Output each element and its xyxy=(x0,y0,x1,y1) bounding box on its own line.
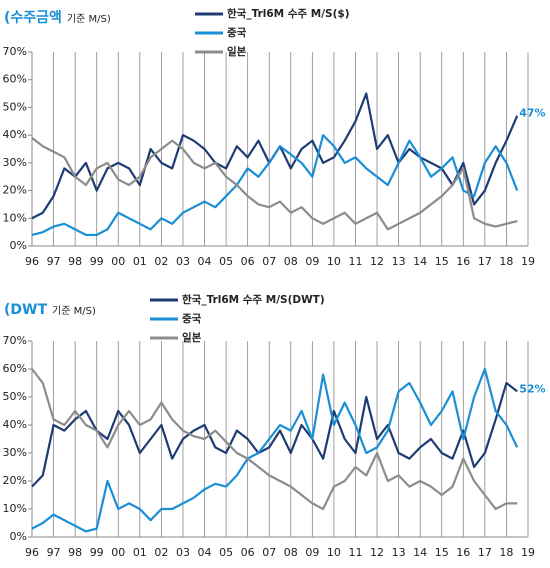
x-tick-label: 14 xyxy=(413,255,427,268)
y-tick-label: 10% xyxy=(3,502,27,515)
x-tick-label: 18 xyxy=(499,255,513,268)
x-tick-label: 01 xyxy=(133,546,147,559)
x-tick-label: 08 xyxy=(284,255,298,268)
y-tick-label: 20% xyxy=(3,184,27,197)
x-tick-label: 99 xyxy=(90,255,104,268)
x-tick-label: 06 xyxy=(241,546,255,559)
legend-label: 중국 xyxy=(227,27,247,39)
x-tick-label: 07 xyxy=(262,546,276,559)
y-tick-label: 40% xyxy=(3,418,27,431)
series-line xyxy=(31,368,518,511)
x-tick-label: 16 xyxy=(456,546,470,559)
y-tick-label: 0% xyxy=(10,530,27,543)
x-tick-label: 04 xyxy=(198,255,212,268)
y-tick-label: 50% xyxy=(3,100,27,113)
x-tick-label: 08 xyxy=(284,546,298,559)
y-tick-label: 0% xyxy=(10,239,27,252)
chart-subtitle: 기준 M/S) xyxy=(52,305,96,317)
x-tick-label: 96 xyxy=(25,546,39,559)
x-tick-label: 98 xyxy=(68,255,82,268)
x-tick-label: 02 xyxy=(154,255,168,268)
x-tick-label: 01 xyxy=(133,255,147,268)
x-tick-label: 02 xyxy=(154,546,168,559)
x-tick-label: 11 xyxy=(348,255,362,268)
x-tick-label: 98 xyxy=(68,546,82,559)
y-tick-label: 20% xyxy=(3,474,27,487)
x-tick-label: 17 xyxy=(478,255,492,268)
legend-label: 한국_Trl6M 수주 M/S($) xyxy=(227,7,350,20)
y-tick-label: 30% xyxy=(3,446,27,459)
legend-label: 일본 xyxy=(182,331,202,344)
x-tick-label: 10 xyxy=(327,255,341,268)
series-line xyxy=(31,137,518,231)
legend-label: 일본 xyxy=(227,45,247,58)
x-tick-label: 11 xyxy=(348,546,362,559)
annotation: 47% xyxy=(519,107,545,120)
x-tick-label: 14 xyxy=(413,546,427,559)
chart-subtitle: 기준 M/S) xyxy=(67,13,111,25)
x-tick-label: 96 xyxy=(25,255,39,268)
legend-label: 한국_Trl6M 수주 M/S(DWT) xyxy=(182,293,325,306)
y-tick-label: 10% xyxy=(3,211,27,224)
x-tick-label: 05 xyxy=(219,255,233,268)
y-tick-label: 60% xyxy=(3,362,27,375)
x-tick-label: 13 xyxy=(392,255,406,268)
series-line xyxy=(31,367,519,533)
chart-title: (DWT xyxy=(4,302,47,318)
x-tick-label: 04 xyxy=(198,546,212,559)
x-tick-label: 12 xyxy=(370,546,384,559)
x-tick-label: 07 xyxy=(262,255,276,268)
x-tick-label: 12 xyxy=(370,255,384,268)
x-tick-label: 16 xyxy=(456,255,470,268)
x-tick-label: 19 xyxy=(521,255,535,268)
x-tick-label: 18 xyxy=(499,546,513,559)
y-tick-label: 40% xyxy=(3,128,27,141)
x-tick-label: 17 xyxy=(478,546,492,559)
x-tick-label: 19 xyxy=(521,546,535,559)
x-tick-label: 99 xyxy=(90,546,104,559)
y-tick-label: 30% xyxy=(3,156,27,169)
x-tick-label: 15 xyxy=(435,546,449,559)
y-tick-label: 60% xyxy=(3,73,27,86)
x-tick-label: 13 xyxy=(392,546,406,559)
x-tick-label: 09 xyxy=(305,255,319,268)
x-tick-label: 15 xyxy=(435,255,449,268)
legend-label: 중국 xyxy=(182,313,202,325)
x-tick-label: 97 xyxy=(47,546,61,559)
x-tick-label: 06 xyxy=(241,255,255,268)
x-tick-label: 03 xyxy=(176,255,190,268)
x-tick-label: 03 xyxy=(176,546,190,559)
x-tick-label: 10 xyxy=(327,546,341,559)
y-tick-label: 70% xyxy=(3,45,27,58)
y-tick-label: 70% xyxy=(3,334,27,347)
y-tick-label: 50% xyxy=(3,390,27,403)
x-tick-label: 00 xyxy=(111,546,125,559)
x-tick-label: 05 xyxy=(219,546,233,559)
x-tick-label: 97 xyxy=(47,255,61,268)
annotation: 52% xyxy=(519,382,545,395)
x-tick-label: 09 xyxy=(305,546,319,559)
series-line xyxy=(31,134,519,237)
series-line xyxy=(31,381,518,488)
chart-title: (수주금액 xyxy=(4,9,62,26)
x-tick-label: 00 xyxy=(111,255,125,268)
